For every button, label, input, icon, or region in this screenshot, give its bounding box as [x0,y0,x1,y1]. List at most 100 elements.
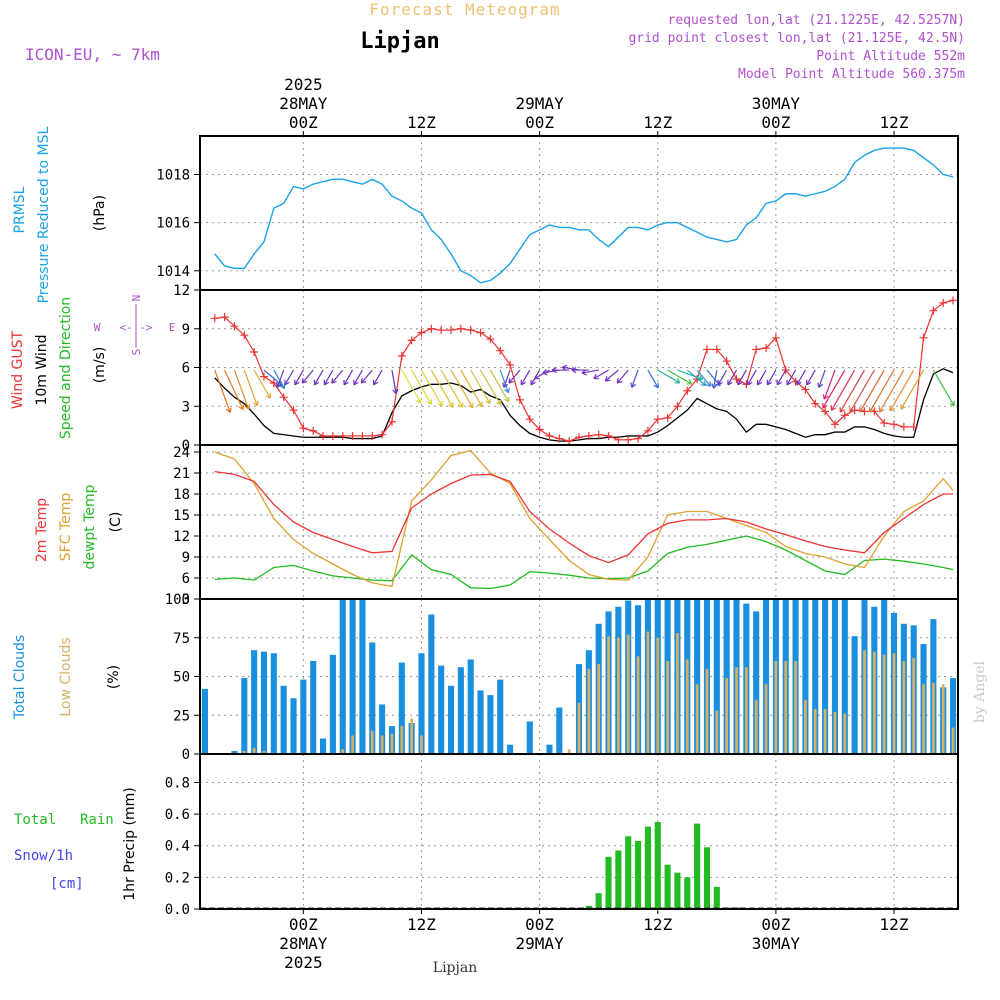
pressure-reduced-label: Pressure Reduced to MSL [36,126,52,303]
wind-panel: 0 3 6 9 12 [173,283,958,454]
wind-arrowhead [343,379,349,386]
temp-labels: 2m Temp SFC Temp dewpt Temp (C) [34,484,124,569]
total-cloud-bar [851,636,858,754]
rain-bar [615,850,622,909]
gust-marker [781,366,790,375]
t2m-series [214,470,954,564]
wind-arrowhead [830,405,837,411]
wind-arrow [323,369,334,386]
y-tick-label: 12 [173,529,190,545]
total-cloud-bar [201,688,208,754]
wind-speed-series [214,368,954,442]
wind-arrowhead [711,383,718,389]
low-cloud-bar [823,709,827,754]
wind-arrowhead [392,388,399,395]
gust-marker [673,402,682,411]
low-cloud-bar [410,718,413,754]
low-cloud-bar [774,661,778,754]
gust-marker [890,420,899,429]
point-altitude: Point Altitude 552m [816,49,965,64]
top-time-label: 00Z [761,113,790,132]
gust-marker [663,413,672,422]
total-cloud-bar [497,679,504,754]
wind-arrowhead [530,379,536,386]
total-cloud-bar [753,611,760,754]
total-cloud-bar [694,599,701,754]
gust-marker [821,407,830,416]
total-cloud-bar [349,599,356,754]
gust-marker [368,431,377,440]
y-tick-label: 75 [173,631,190,647]
low-cloud-bar [715,710,719,754]
wind-arrow [830,369,856,411]
gust-marker [486,335,495,344]
gust-marker [240,331,249,340]
wind-arrowhead [786,379,792,386]
gust-marker [387,417,396,426]
wind-arrow [373,369,383,386]
bottom-time-label: 2025 [284,953,323,972]
wind-arrow [776,369,787,386]
top-time-label: 12Z [407,113,436,132]
y-tick-label: 6 [182,571,190,587]
wind10m-label: 10m Wind [34,334,50,405]
t2m-label: 2m Temp [34,498,50,562]
wind-arrow [489,369,510,403]
low-cloud-bar [242,750,246,754]
total-cloud-bar [556,707,563,754]
total-cloud-bar [762,599,770,754]
compass-west: W [94,321,101,334]
pressure-panel: 1014 1016 1018 [156,136,958,290]
wind-arrow [822,369,846,409]
gust-marker [525,415,534,424]
gridpoint-coords: grid point closest lon,lat (21.125E, 42.… [628,31,965,46]
y-tick-label: 9 [182,322,190,338]
low-cloud-bar [390,733,394,754]
low-cloud-bar [252,747,256,754]
total-cloud-bar [822,599,829,754]
gust-series [214,299,954,442]
total-cloud-bar [251,650,258,754]
cloud-labels: Total Clouds Low Clouds (%) [12,635,122,720]
sfc-label: SFC Temp [58,493,74,562]
low-cloud-bar [607,636,610,754]
gust-marker [801,385,810,394]
low-cloud-bar [941,684,945,754]
legend-snow-unit: [cm] [50,876,84,892]
wind-arrowhead [508,378,514,384]
wind-arrowhead [737,379,743,386]
low-cloud-bar [872,651,876,754]
wind-arrowhead [495,399,502,406]
wind-arrow [823,369,836,400]
wind-arrowhead [265,393,272,399]
total-cloud-bar [359,599,366,754]
top-time-label: 2025 [284,75,323,94]
total-cloud-bar [546,744,553,754]
wind-arrow [520,369,531,386]
y-tick-label: 15 [173,508,190,524]
y-tick-label: 0.2 [165,870,190,886]
wind-arrowhead [900,404,906,410]
wind-arrowhead [604,376,611,382]
gust-marker [949,296,958,305]
wind-arrow [839,369,866,413]
total-cloud-bar [241,678,248,754]
bottom-time-label: 29MAY [516,934,565,953]
rain-bar [625,836,632,909]
low-cloud-bar [685,659,689,754]
wind-arrowhead [839,407,845,413]
rain-bar [713,886,720,909]
wind-arrow [294,369,304,386]
total-cloud-bar [379,704,386,754]
low-cloud-label: Low Clouds [58,637,74,716]
wind-arrowhead [686,379,692,385]
temperature-panel: 3 6 9 12 15 18 21 24 [173,445,958,608]
low-cloud-bar [912,657,916,754]
wind-arrowhead [653,382,659,389]
wind-arrow [331,369,344,384]
gust-marker [210,314,219,323]
wind-arrow [747,369,757,386]
gust-marker [732,375,741,384]
wind-arrowhead [542,369,548,376]
wind-arrow [806,369,816,386]
